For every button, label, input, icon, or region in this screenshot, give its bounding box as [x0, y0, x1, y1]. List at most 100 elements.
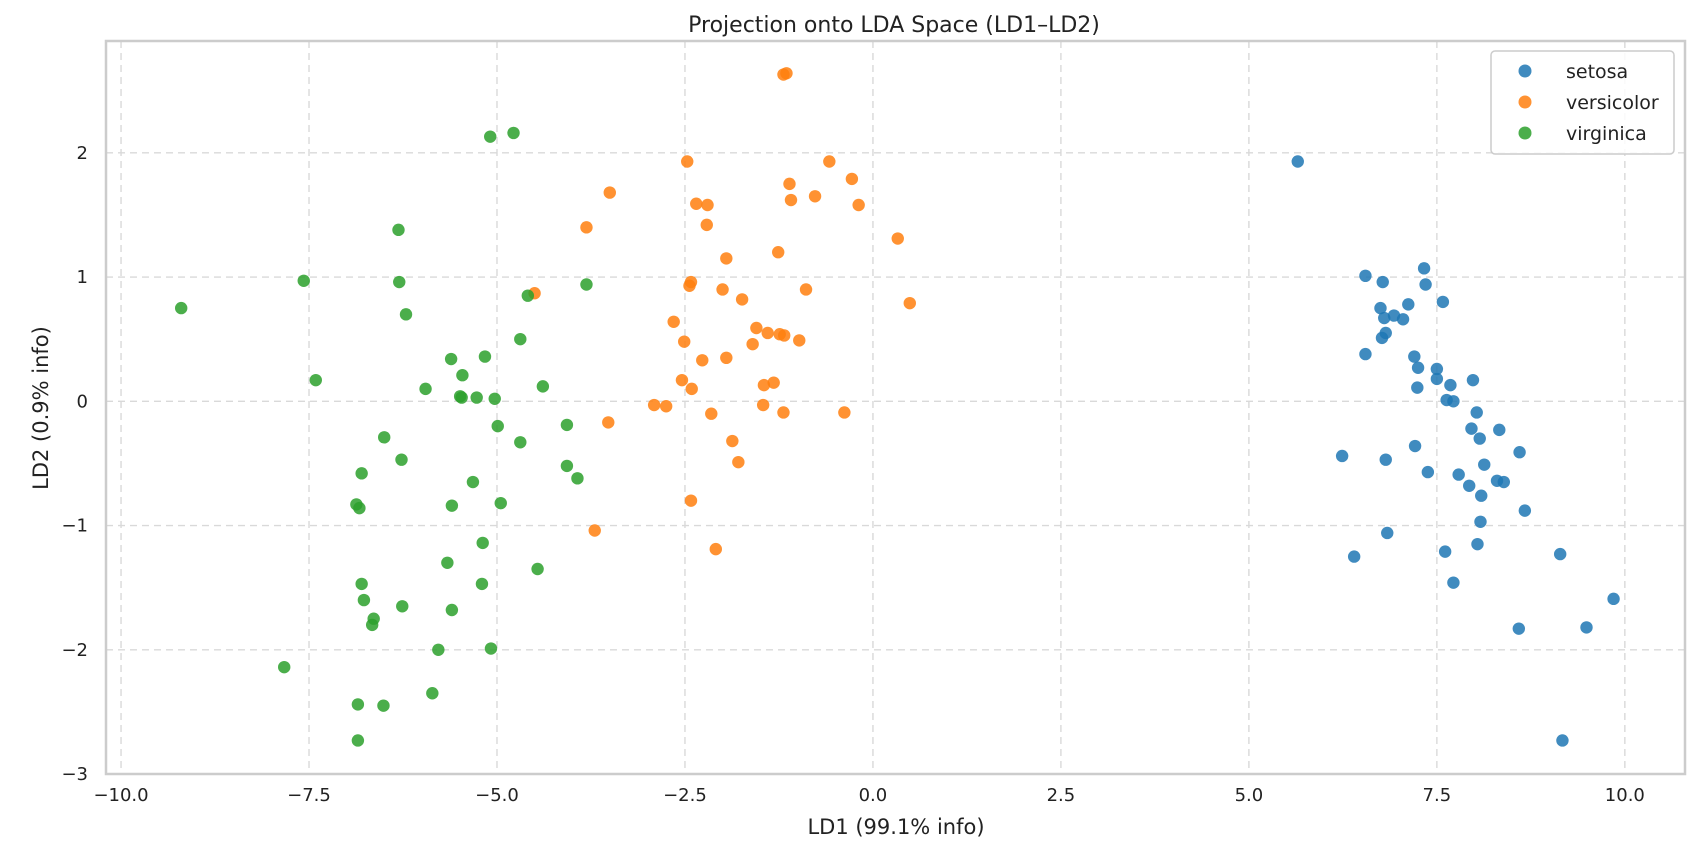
virginica-point [484, 642, 498, 655]
chart-title: Projection onto LDA Space (LD1–LD2) [688, 13, 1100, 38]
x-tick-label: −2.5 [663, 785, 707, 806]
setosa-point [1408, 350, 1421, 363]
virginica-point [351, 734, 365, 747]
setosa-point [1466, 373, 1480, 387]
virginica-point [507, 126, 520, 140]
virginica-point [488, 392, 501, 406]
setosa-point [1419, 278, 1432, 291]
versicolor-point [701, 198, 714, 212]
versicolor-point [696, 354, 709, 367]
virginica-point [378, 431, 391, 444]
y-tick-label: 0 [77, 391, 88, 412]
versicolor-point [667, 315, 680, 328]
virginica-point [514, 332, 527, 346]
versicolor-point [716, 283, 729, 296]
virginica-point [536, 380, 550, 393]
legend-marker-setosa [1518, 64, 1532, 78]
setosa-point [1512, 622, 1526, 635]
setosa-point [1553, 547, 1567, 561]
setosa-point [1375, 331, 1389, 345]
setosa-point [1470, 406, 1483, 419]
legend-label-setosa: setosa [1566, 61, 1628, 83]
series-virginica [174, 126, 593, 747]
virginica-point [426, 687, 439, 700]
setosa-point [1430, 362, 1444, 376]
virginica-point [494, 496, 507, 510]
y-axis-label: LD2 (0.9% info) [29, 326, 53, 490]
versicolor-point [772, 246, 785, 259]
x-axis-label: LD1 (99.1% info) [807, 815, 984, 839]
x-tick-label: −7.5 [287, 785, 331, 806]
versicolor-point [603, 186, 616, 199]
scatter-points [174, 67, 1620, 747]
series-setosa [1291, 155, 1620, 747]
tick-labels: −10.0 −7.5 −5.0 −2.5 0.0 2.5 5.0 7.5 10.0 −3 −2 −1 0… [61, 143, 1644, 806]
setosa-point [1518, 504, 1532, 517]
versicolor-point [659, 400, 673, 413]
virginica-point [478, 350, 492, 363]
setosa-point [1381, 526, 1394, 540]
versicolor-point [891, 232, 904, 245]
setosa-point [1607, 592, 1620, 606]
versicolor-point [700, 218, 713, 232]
virginica-point [466, 475, 480, 489]
setosa-point [1291, 155, 1304, 168]
y-tick-label: −3 [61, 764, 88, 785]
setosa-point [1408, 439, 1422, 453]
virginica-point [355, 577, 368, 591]
virginica-point [521, 289, 535, 302]
setosa-point [1359, 269, 1372, 283]
versicolor-point [705, 407, 718, 420]
virginica-point [475, 577, 489, 591]
setosa-point [1478, 458, 1491, 471]
virginica-point [560, 459, 574, 473]
setosa-point [1335, 449, 1349, 463]
setosa-point [1421, 465, 1435, 479]
versicolor-point [690, 197, 703, 210]
setosa-point [1580, 621, 1593, 634]
versicolor-point [903, 296, 916, 310]
y-tick-label: 1 [77, 267, 88, 288]
setosa-point [1417, 262, 1431, 275]
versicolor-point [767, 376, 780, 389]
setosa-point [1447, 576, 1460, 589]
versicolor-point [780, 67, 793, 80]
versicolor-point [678, 335, 691, 348]
setosa-point [1378, 311, 1391, 325]
x-tick-label: 10.0 [1605, 785, 1645, 806]
virginica-point [484, 130, 497, 143]
virginica-point [174, 301, 188, 315]
versicolor-point [685, 382, 698, 396]
setosa-point [1402, 298, 1415, 311]
virginica-point [441, 556, 454, 569]
setosa-point [1473, 432, 1486, 445]
virginica-point [445, 603, 459, 617]
setosa-point [1465, 422, 1478, 435]
setosa-point [1347, 550, 1361, 563]
versicolor-point [838, 406, 851, 419]
setosa-point [1497, 475, 1510, 489]
versicolor-point [793, 334, 806, 347]
versicolor-point [756, 398, 770, 412]
legend-marker-versicolor [1518, 95, 1532, 109]
setosa-point [1444, 378, 1457, 392]
versicolor-point [778, 329, 791, 342]
virginica-point [444, 352, 458, 366]
series-versicolor [528, 67, 916, 556]
versicolor-point [709, 542, 722, 556]
x-tick-label: 7.5 [1423, 785, 1452, 806]
virginica-point [560, 418, 574, 432]
virginica-point [396, 600, 409, 613]
versicolor-point [720, 351, 733, 365]
virginica-point [309, 373, 322, 387]
setosa-point [1447, 395, 1460, 408]
virginica-point [476, 536, 489, 550]
versicolor-point [777, 406, 790, 419]
x-tick-label: 0.0 [859, 785, 888, 806]
versicolor-point [684, 494, 698, 507]
virginica-point [357, 593, 371, 607]
gridlines [106, 41, 1685, 775]
setosa-point [1474, 515, 1487, 528]
virginica-point [392, 223, 405, 237]
